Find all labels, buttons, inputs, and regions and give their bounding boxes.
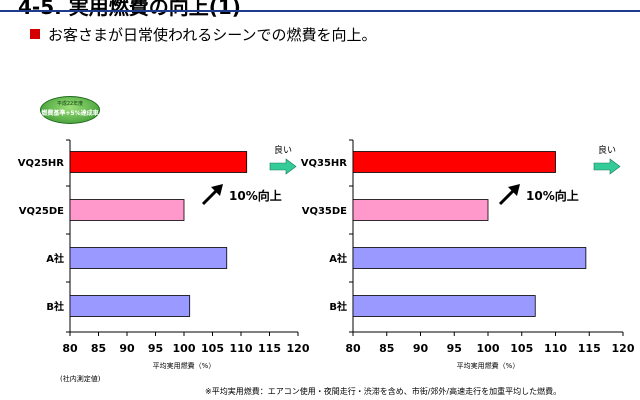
chart2-improvement-arrow-icon — [498, 188, 516, 206]
chart2-x-axis-title: 平均実用燃費（%） — [457, 361, 520, 370]
eco-badge-top-text: 平成22年度 — [56, 101, 84, 107]
chart1-better-label: 良い — [274, 144, 292, 156]
chart2-category-label: VQ35DE — [302, 206, 347, 217]
chart1-category-label: A社 — [46, 252, 64, 265]
chart2-bar — [352, 199, 489, 221]
chart1-x-tick-label: 90 — [119, 342, 135, 355]
slide-title: 4-5. 実用燃費の向上(1) — [18, 0, 241, 19]
chart1-x-tick-label: 95 — [148, 342, 163, 355]
bullet-text: お客さまが日常使われるシーンでの燃費を向上。 — [48, 26, 377, 44]
chart1-bar — [69, 247, 228, 269]
chart1-category-label: B社 — [46, 300, 64, 313]
chart2-better-label: 良い — [598, 144, 616, 156]
chart1-improvement-arrow-icon — [201, 188, 219, 206]
chart1-x-tick-label: 85 — [91, 342, 106, 355]
chart2-x-tick-label: 120 — [612, 342, 635, 355]
chart1-bar — [69, 151, 248, 173]
eco-badge-main-text: 燃費基準+5%達成車 — [41, 110, 99, 117]
chart2-x-tick-label: 85 — [379, 342, 394, 355]
chart2-x-tick-label: 110 — [544, 342, 567, 355]
chart2-category-label: A社 — [329, 252, 347, 265]
chart2-x-tick-label: 115 — [578, 342, 601, 355]
bullet-square-icon — [30, 29, 40, 39]
chart2-improvement-label: 10%向上 — [526, 188, 579, 203]
chart1-x-tick-label: 80 — [62, 342, 78, 355]
footnote-measurement: (社内測定値) — [60, 375, 101, 383]
bullet-line: お客さまが日常使われるシーンでの燃費を向上。 — [30, 24, 377, 45]
chart2-improvement-arrowhead-icon — [508, 184, 520, 196]
chart1-x-tick-label: 115 — [258, 342, 281, 355]
chart2-bar — [352, 151, 556, 173]
chart1-x-tick-label: 100 — [173, 342, 196, 355]
chart1-x-tick-label: 120 — [287, 342, 310, 355]
chart2-better-arrow-icon — [593, 158, 621, 175]
chart1-bar — [69, 199, 185, 221]
chart2-x-tick-label: 105 — [510, 342, 533, 355]
title-rule — [0, 10, 640, 12]
chart1-category-label: VQ25HR — [18, 158, 65, 169]
chart1-bar — [69, 295, 191, 317]
chart1-improvement-arrowhead-icon — [211, 184, 223, 196]
footnote-definition: ※平均実用燃費：エアコン使用・夜間走行・渋滞を含め、市街/郊外/高速走行を加重平… — [205, 387, 562, 396]
chart2-x-tick-label: 100 — [477, 342, 500, 355]
chart2-x-tick-label: 95 — [447, 342, 462, 355]
chart2-category-label: B社 — [329, 300, 347, 313]
chart2-x-tick-label: 80 — [345, 342, 361, 355]
eco-certification-logo: 平成22年度 燃費基準+5%達成車 — [40, 96, 100, 124]
chart1-improvement-label: 10%向上 — [229, 188, 282, 203]
chart1-category-label: VQ25DE — [19, 206, 64, 217]
chart1-x-tick-label: 110 — [230, 342, 253, 355]
chart1-x-axis-title: 平均実用燃費（%） — [153, 361, 216, 370]
chart1-x-tick-label: 105 — [201, 342, 224, 355]
chart1-better-arrow-icon — [269, 158, 297, 175]
chart2-bar — [352, 295, 536, 317]
chart2-category-label: VQ35HR — [301, 158, 348, 169]
chart2-x-tick-label: 90 — [413, 342, 429, 355]
chart2-bar — [352, 247, 587, 269]
